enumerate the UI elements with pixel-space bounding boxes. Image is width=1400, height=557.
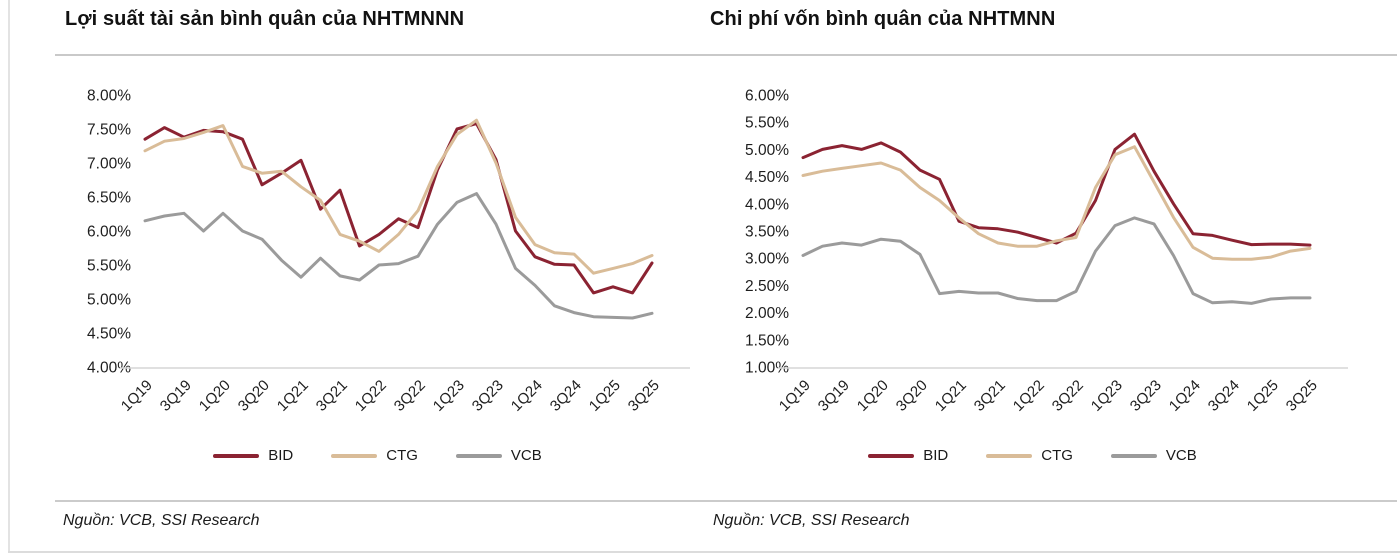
x-axis-tick-label: 1Q21 xyxy=(274,377,312,415)
x-axis-tick-label: 1Q21 xyxy=(932,377,970,415)
legend-label-bid: BID xyxy=(268,447,294,464)
x-axis-tick-label: 1Q22 xyxy=(352,377,390,415)
x-axis-tick-label: 3Q19 xyxy=(815,377,853,415)
y-axis-tick-label: 2.50% xyxy=(745,278,789,295)
y-axis-tick-label: 6.00% xyxy=(87,224,131,241)
y-axis-tick-label: 1.00% xyxy=(745,360,789,377)
y-axis-tick-label: 7.50% xyxy=(87,122,131,139)
x-axis-tick-label: 3Q21 xyxy=(313,377,351,415)
x-axis-tick-label: 1Q23 xyxy=(430,377,468,415)
x-axis-tick-label: 1Q20 xyxy=(196,377,234,415)
legend-item-vcb: VCB xyxy=(455,447,542,464)
x-axis-tick-label: 3Q20 xyxy=(893,377,931,415)
x-axis-tick-label: 3Q19 xyxy=(157,377,195,415)
legend-label-vcb: VCB xyxy=(1165,447,1197,464)
chart-title-asset-yield: Lợi suất tài sản bình quân của NHTMNNN xyxy=(65,8,465,30)
x-axis-tick-label: 1Q25 xyxy=(1244,377,1282,415)
x-axis-tick-label: 1Q23 xyxy=(1088,377,1126,415)
x-axis-tick-label: 3Q23 xyxy=(469,377,507,415)
series-line-ctg xyxy=(143,118,654,275)
chart-legend: BID CTG VCB xyxy=(55,447,700,464)
x-axis-tick-label: 3Q24 xyxy=(547,377,585,415)
x-axis-tick-label: 3Q20 xyxy=(235,377,273,415)
legend-item-ctg: CTG xyxy=(331,447,418,464)
x-axis-tick-label: 3Q21 xyxy=(971,377,1009,415)
legend-item-bid: BID xyxy=(868,447,948,464)
x-axis-tick-label: 3Q22 xyxy=(391,377,429,415)
legend-swatch-vcb xyxy=(1110,453,1157,458)
series-line-bid xyxy=(801,132,1312,247)
x-axis-tick-label: 1Q24 xyxy=(1166,377,1204,415)
y-axis-tick-label: 5.00% xyxy=(745,142,789,159)
series-line-bid xyxy=(143,122,654,295)
y-axis-tick-label: 5.50% xyxy=(745,115,789,132)
legend-swatch-ctg xyxy=(986,453,1033,458)
x-axis-tick-label: 1Q19 xyxy=(776,377,814,415)
legend-label-ctg: CTG xyxy=(1041,447,1073,464)
y-axis-tick-label: 4.50% xyxy=(745,169,789,186)
legend-swatch-vcb xyxy=(455,453,502,458)
x-axis-tick-label: 3Q25 xyxy=(1283,377,1321,415)
x-axis-tick-label: 1Q22 xyxy=(1010,377,1048,415)
bottom-border-line xyxy=(8,551,1400,553)
x-axis-tick-label: 1Q19 xyxy=(118,377,156,415)
y-axis-tick-label: 4.00% xyxy=(745,196,789,213)
legend-swatch-ctg xyxy=(331,453,378,458)
y-axis-tick-label: 5.00% xyxy=(87,292,131,309)
x-axis-tick-label: 3Q24 xyxy=(1205,377,1243,415)
legend-swatch-bid xyxy=(213,453,260,458)
left-border-line xyxy=(8,0,10,552)
chart-title-cost-of-funds: Chi phí vốn bình quân của NHTMNN xyxy=(710,8,1056,30)
y-axis-tick-label: 2.00% xyxy=(745,305,789,322)
x-axis-tick-label: 1Q25 xyxy=(586,377,624,415)
legend-item-vcb: VCB xyxy=(1110,447,1197,464)
legend-swatch-bid xyxy=(868,453,915,458)
x-axis-tick-label: 3Q25 xyxy=(625,377,663,415)
y-axis-tick-label: 5.50% xyxy=(87,258,131,275)
y-axis-tick-label: 1.50% xyxy=(745,332,789,349)
y-axis-tick-label: 4.00% xyxy=(87,360,131,377)
source-note-right: Nguồn: VCB, SSI Research xyxy=(713,512,910,529)
y-axis-tick-label: 6.00% xyxy=(745,88,789,105)
y-axis-tick-label: 3.00% xyxy=(745,251,789,268)
legend-label-ctg: CTG xyxy=(386,447,418,464)
legend-item-bid: BID xyxy=(213,447,293,464)
y-axis-tick-label: 7.00% xyxy=(87,156,131,173)
x-axis-tick-label: 1Q24 xyxy=(508,377,546,415)
legend-label-vcb: VCB xyxy=(510,447,542,464)
line-chart-asset-yield: 8.00% 7.50% 7.00% 6.50% 6.00% 5.50% 5.00% 4.50%… xyxy=(87,88,690,415)
y-axis-tick-label: 6.50% xyxy=(87,190,131,207)
source-divider-line xyxy=(55,500,1397,502)
x-axis-tick-label: 1Q20 xyxy=(854,377,892,415)
legend-item-ctg: CTG xyxy=(986,447,1073,464)
series-line-vcb xyxy=(801,216,1312,305)
x-axis-tick-label: 3Q23 xyxy=(1127,377,1165,415)
y-axis-tick-label: 3.50% xyxy=(745,224,789,241)
y-axis-tick-label: 4.50% xyxy=(87,326,131,343)
chart-legend: BID CTG VCB xyxy=(710,447,1355,464)
series-line-vcb xyxy=(143,192,654,320)
source-note-left: Nguồn: VCB, SSI Research xyxy=(63,512,260,529)
x-axis-tick-label: 3Q22 xyxy=(1049,377,1087,415)
title-divider-line xyxy=(55,54,1397,56)
legend-label-bid: BID xyxy=(923,447,949,464)
series-line-ctg xyxy=(801,145,1312,261)
y-axis-tick-label: 8.00% xyxy=(87,88,131,105)
line-chart-cost-of-funds: 6.00% 5.50% 5.00% 4.50% 4.00% 3.50% 3.00% 2.50%… xyxy=(745,88,1348,415)
